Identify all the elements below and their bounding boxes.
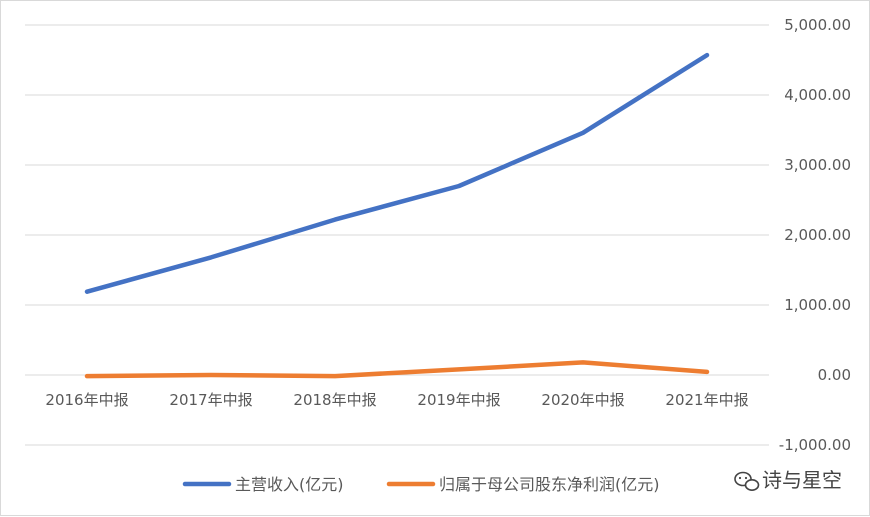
data-point [581, 130, 586, 135]
data-point [333, 374, 338, 379]
y-tick-label: 1,000.00 [784, 296, 851, 314]
series-line-1 [84, 52, 710, 294]
series-lines [84, 52, 710, 379]
data-point [705, 53, 710, 58]
data-point [85, 374, 90, 379]
x-tick-label: 2019年中报 [417, 391, 500, 409]
y-tick-label: -1,000.00 [779, 436, 851, 454]
data-point [333, 217, 338, 222]
y-tick-label: 2,000.00 [784, 226, 851, 244]
watermark: 诗与星空 [734, 468, 842, 492]
series-line-2 [84, 360, 710, 379]
data-point [209, 373, 214, 378]
data-point [581, 360, 586, 365]
x-tick-label: 2017年中报 [169, 391, 252, 409]
wechat-icon [734, 471, 760, 491]
y-tick-label: 0.00 [818, 366, 851, 384]
data-point [457, 184, 462, 189]
legend-label: 归属于母公司股东净利润(亿元) [439, 475, 660, 494]
data-point [209, 255, 214, 260]
x-tick-label: 2021年中报 [665, 391, 748, 409]
x-tick-label: 2018年中报 [293, 391, 376, 409]
watermark-text: 诗与星空 [762, 468, 842, 492]
x-axis-ticks: 2016年中报 2017年中报 2018年中报 2019年中报 2020年中报 2021年… [45, 391, 748, 409]
data-point [457, 367, 462, 372]
y-tick-label: 4,000.00 [784, 86, 851, 104]
data-point [85, 289, 90, 294]
y-tick-label: 5,000.00 [784, 16, 851, 34]
legend-label: 主营收入(亿元) [235, 475, 344, 494]
y-axis-ticks: 5,000.00 4,000.00 3,000.00 2,000.00 1,000.00… [779, 16, 851, 454]
y-tick-label: 3,000.00 [784, 156, 851, 174]
legend: 主营收入(亿元) 归属于母公司股东净利润(亿元) [182, 475, 660, 494]
x-tick-label: 2016年中报 [45, 391, 128, 409]
x-tick-label: 2020年中报 [541, 391, 624, 409]
data-point [705, 369, 710, 374]
